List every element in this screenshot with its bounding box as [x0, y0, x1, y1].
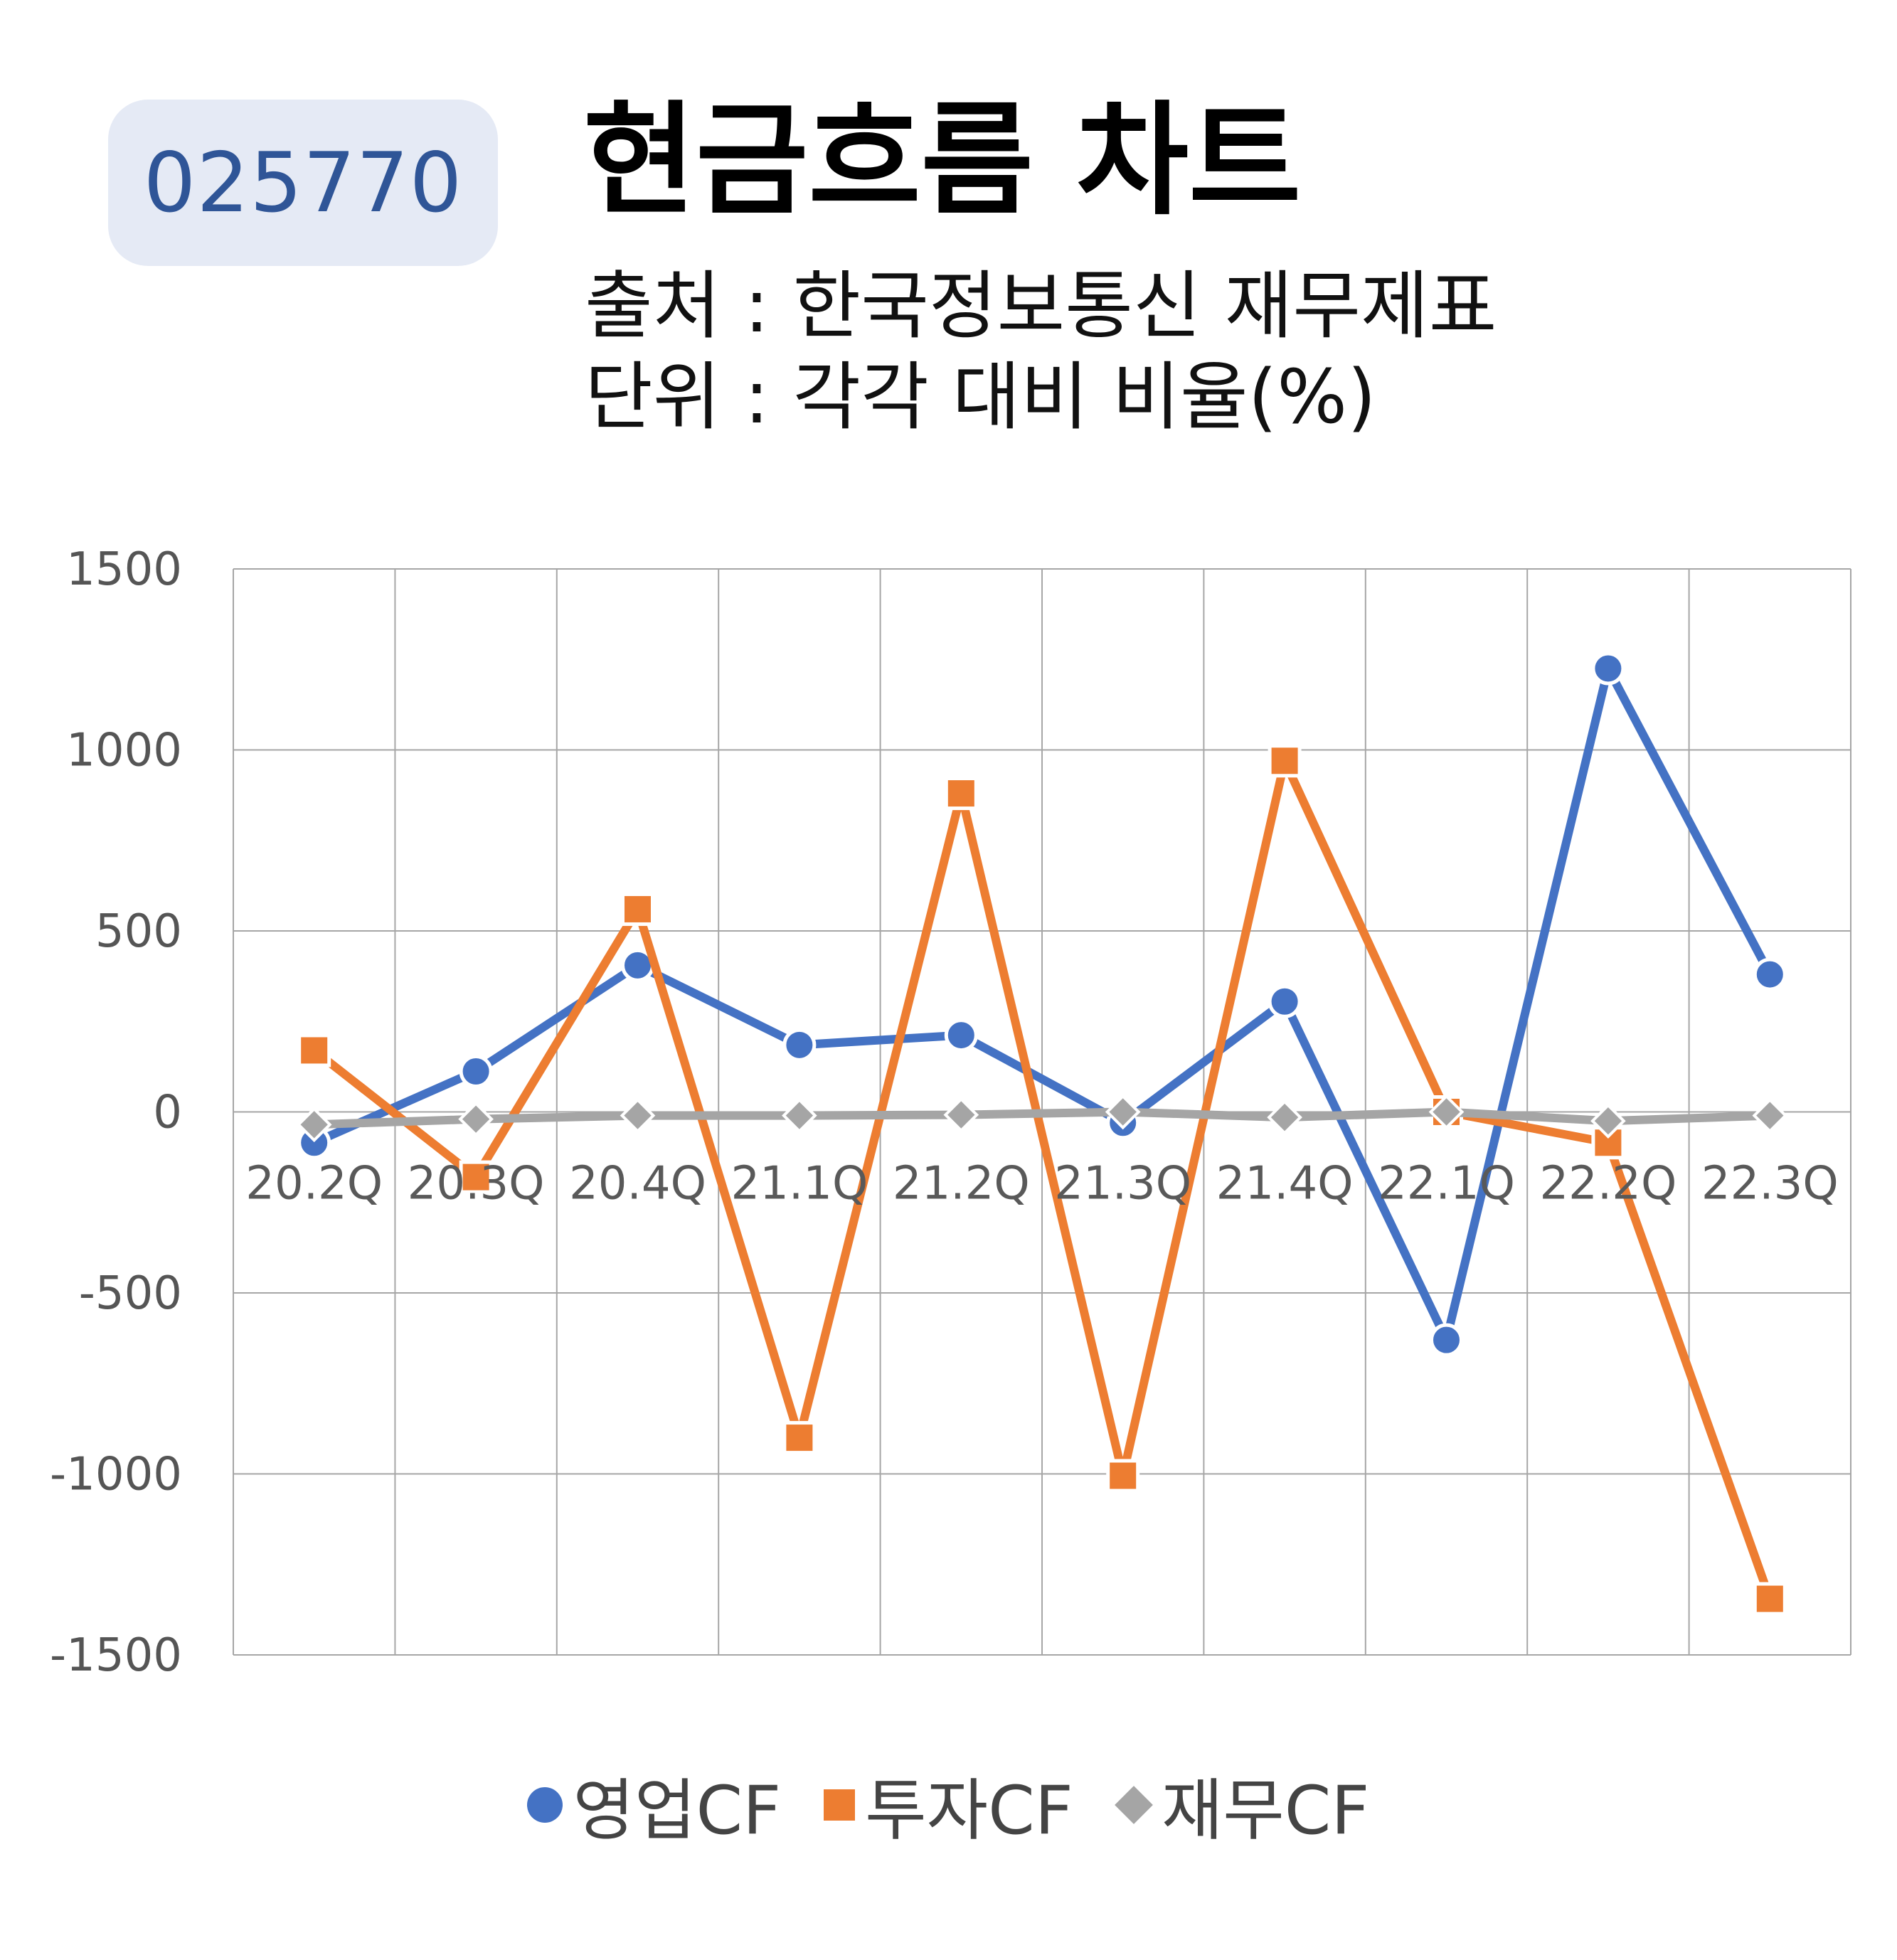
y-tick-label: 500: [95, 905, 182, 958]
x-tick-label: 20.4Q: [569, 1158, 706, 1210]
legend-item: 재무CF: [1114, 1757, 1370, 1853]
data-point: [458, 1101, 494, 1137]
x-tick-label: 20.2Q: [245, 1158, 383, 1210]
x-tick-label: 21.3Q: [1054, 1158, 1191, 1210]
y-tick-label: -500: [79, 1267, 182, 1320]
x-tick-label: 21.2Q: [893, 1158, 1030, 1210]
data-point: [1268, 984, 1302, 1018]
legend-label: 투자CF: [865, 1772, 1073, 1850]
legend-label: 재무CF: [1161, 1772, 1370, 1850]
data-point: [620, 1097, 656, 1134]
data-point: [782, 1097, 817, 1134]
data-point: [1430, 1323, 1463, 1357]
data-point: [1267, 1099, 1302, 1135]
y-tick-label: 0: [153, 1087, 182, 1139]
x-tick-label: 21.1Q: [730, 1158, 868, 1210]
data-point: [944, 777, 978, 811]
data-point: [1428, 1094, 1465, 1130]
source-line: 출처 : 한국정보통신 재무제표: [585, 262, 1497, 349]
series-line: [309, 664, 1775, 1345]
data-point: [297, 1033, 331, 1067]
data-point: [1753, 1582, 1787, 1616]
legend-diamond-icon: [1114, 1786, 1153, 1824]
unit-line: 단위 : 각각 대비 비율(%): [585, 353, 1376, 440]
y-tick-label: 1500: [66, 543, 182, 596]
data-point: [1268, 744, 1302, 778]
x-tick-label: 22.2Q: [1539, 1158, 1677, 1210]
data-point: [782, 1028, 817, 1062]
data-point: [1752, 1097, 1788, 1134]
legend-label: 영업CF: [573, 1772, 782, 1850]
y-tick-label: -1000: [50, 1449, 182, 1501]
series-0: [297, 651, 1787, 1357]
data-point: [296, 1107, 332, 1143]
y-tick-label: -1500: [50, 1629, 182, 1682]
legend-item: 영업CF: [527, 1757, 781, 1853]
y-tick-label: 1000: [66, 725, 182, 777]
data-point: [1591, 651, 1625, 686]
legend-circle-icon: [527, 1787, 563, 1823]
data-point: [1106, 1459, 1140, 1493]
chart-title: 현금흐름 차트: [583, 89, 1302, 232]
series-line: [309, 756, 1775, 1604]
legend-square-icon: [824, 1789, 856, 1821]
legend: 영업CF 투자CF 재무CF: [0, 1757, 1897, 1853]
data-point: [459, 1054, 493, 1088]
data-point: [621, 892, 654, 926]
series-line: [309, 1107, 1775, 1129]
data-point: [459, 1160, 493, 1194]
data-point: [944, 1018, 978, 1053]
line-chart: 1500 1000 500 0 -500 -1000 -1500 20.2Q 20.3Q 20.4…: [50, 543, 1851, 1682]
x-tick-label: 22.1Q: [1378, 1158, 1515, 1210]
data-point: [782, 1421, 817, 1455]
legend-item: 투자CF: [824, 1757, 1073, 1853]
x-tick-label: 20.3Q: [408, 1158, 545, 1210]
data-point: [1753, 957, 1787, 991]
x-tick-label: 21.4Q: [1216, 1158, 1354, 1210]
data-point: [1105, 1094, 1141, 1130]
ticker-badge: 025770: [108, 100, 498, 266]
x-tick-label: 22.3Q: [1701, 1158, 1839, 1210]
data-point: [943, 1097, 979, 1133]
series-2: [296, 1094, 1788, 1143]
data-point: [1590, 1103, 1626, 1139]
